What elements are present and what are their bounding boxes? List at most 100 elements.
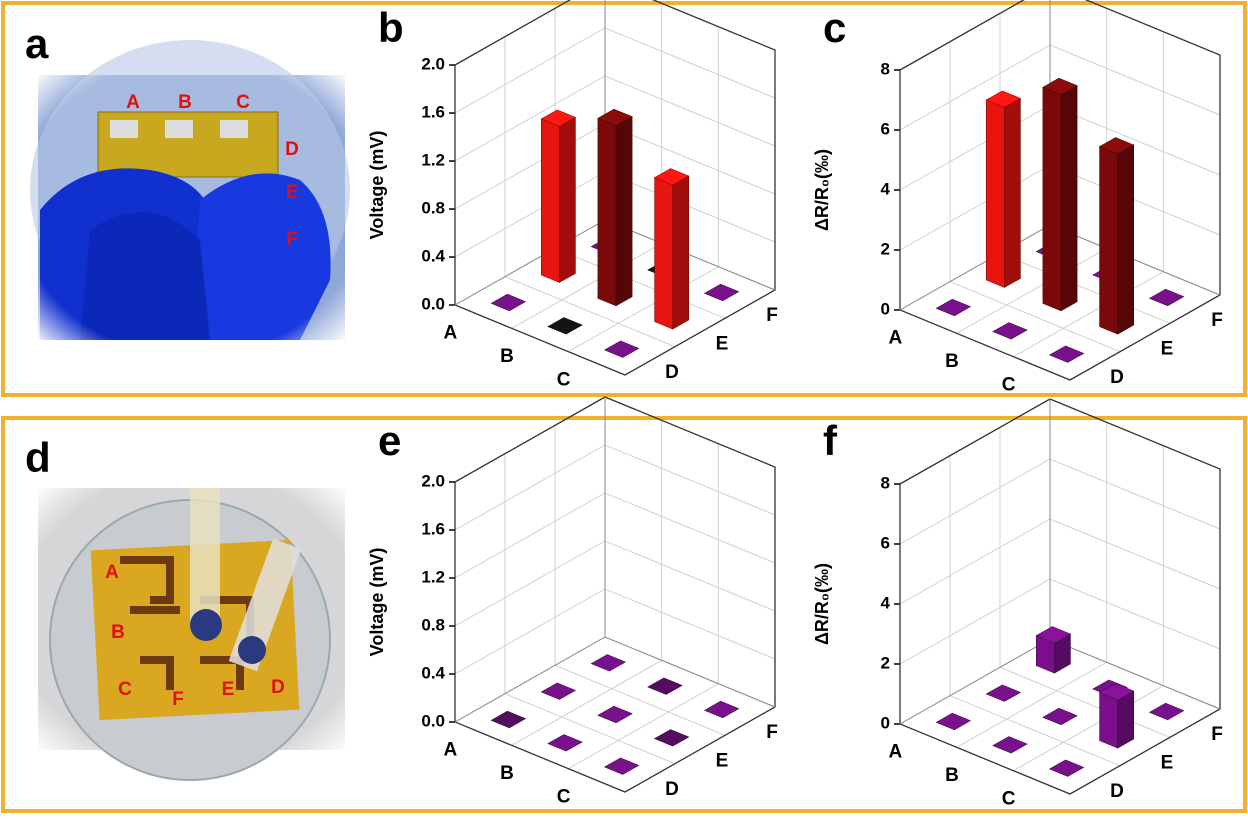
- x-tick-label: C: [1002, 374, 1016, 395]
- x-tick-label: C: [1002, 788, 1016, 809]
- panel-label: c: [823, 4, 846, 51]
- grid-line: [455, 397, 775, 482]
- y-tick-label: 4: [881, 179, 891, 198]
- y-tick-label: 2: [881, 239, 890, 258]
- bar-face: [655, 178, 673, 330]
- y-tick-label: 0: [881, 713, 890, 732]
- z-tick-label: E: [1161, 339, 1174, 360]
- bar: [705, 701, 739, 718]
- bar: [986, 685, 1020, 702]
- bar-face: [1118, 691, 1134, 748]
- bar: [1150, 289, 1184, 306]
- bar: [548, 318, 582, 335]
- x-tick-label: C: [557, 369, 571, 390]
- chart: b0.00.40.81.21.62.0ABCDEFVoltage (mV): [367, 0, 778, 390]
- y-tick-label: 1.2: [421, 150, 445, 169]
- y-tick-label: 1.6: [421, 519, 445, 538]
- x-tick-label: B: [945, 765, 959, 786]
- bar: [936, 713, 970, 730]
- grid-line: [900, 459, 1220, 544]
- grid-line: [455, 28, 775, 113]
- bar-face: [616, 117, 632, 306]
- y-tick-label: 0.4: [421, 246, 445, 265]
- y-axis-label: Voltage (mV): [367, 548, 387, 657]
- bar-top: [598, 706, 632, 723]
- bar-top: [648, 678, 682, 695]
- bar: [993, 323, 1027, 340]
- chart: c02468ABCDEFΔR/R₀(‰): [812, 0, 1223, 395]
- y-tick-label: 4: [881, 593, 891, 612]
- bar: [655, 730, 689, 747]
- y-tick-label: 0: [881, 299, 890, 318]
- y-tick-label: 8: [881, 473, 890, 492]
- z-tick-label: D: [1110, 781, 1124, 802]
- z-tick-label: E: [716, 334, 729, 355]
- bar-top: [491, 711, 525, 728]
- grid-line: [900, 519, 1220, 604]
- bar: [1050, 760, 1084, 777]
- axis-frame: [455, 397, 775, 792]
- floor-grid: [512, 243, 662, 328]
- z-tick-label: D: [665, 779, 679, 800]
- bar-top: [548, 318, 582, 335]
- bar-face: [1100, 147, 1118, 335]
- bar: [541, 110, 575, 283]
- panel-label: a: [25, 20, 49, 67]
- floor-grid: [1013, 272, 1163, 357]
- floor-grid: [568, 684, 718, 769]
- bar-top: [1150, 703, 1184, 720]
- bar-top: [1050, 346, 1084, 363]
- z-tick-label: F: [766, 722, 778, 743]
- bar: [1100, 684, 1134, 749]
- x-tick-label: A: [888, 742, 902, 763]
- x-tick-label: B: [945, 351, 959, 372]
- photo-a: [30, 40, 350, 340]
- grid-line: [455, 493, 775, 578]
- x-tick-label: A: [443, 740, 457, 761]
- y-tick-label: 0.0: [421, 294, 445, 313]
- photo-label: E: [222, 679, 235, 700]
- x-tick-label: B: [500, 763, 514, 784]
- photo-label: A: [105, 562, 119, 583]
- chart: e0.00.40.81.21.62.0ABCDEFVoltage (mV): [367, 397, 778, 807]
- bar-top: [705, 701, 739, 718]
- grid-line: [455, 445, 775, 530]
- figure: aABCDEFdABCFEDb0.00.40.81.21.62.0ABCDEFV…: [0, 0, 1248, 814]
- floor-grid: [568, 267, 718, 352]
- bar: [1043, 78, 1077, 311]
- y-tick-label: 2.0: [421, 54, 445, 73]
- floor-grid: [512, 660, 662, 745]
- bar-face: [541, 119, 559, 282]
- photo-label: B: [178, 92, 192, 113]
- bar: [541, 683, 575, 700]
- photo-label: D: [271, 677, 285, 698]
- y-tick-label: 1.2: [421, 567, 445, 586]
- bar-top: [605, 341, 639, 358]
- bar: [648, 678, 682, 695]
- y-tick-label: 6: [881, 533, 890, 552]
- y-tick-label: 2: [881, 653, 890, 672]
- bar-face: [986, 100, 1004, 287]
- bar-top: [1150, 289, 1184, 306]
- bar: [986, 91, 1020, 288]
- bar-top: [491, 294, 525, 311]
- bar: [491, 711, 525, 728]
- bar: [655, 169, 689, 330]
- photo-label: C: [118, 679, 132, 700]
- x-tick-label: B: [500, 346, 514, 367]
- bar-top: [705, 284, 739, 301]
- y-tick-label: 0.8: [421, 198, 445, 217]
- z-tick-label: D: [665, 362, 679, 383]
- photo-label: C: [236, 92, 250, 113]
- bar-face: [673, 176, 689, 329]
- y-tick-label: 0.8: [421, 615, 445, 634]
- z-tick-label: F: [1211, 310, 1223, 331]
- bar: [548, 735, 582, 752]
- x-tick-label: A: [888, 328, 902, 349]
- floor-grid: [957, 662, 1107, 747]
- photo-label: F: [172, 689, 184, 710]
- panel-label: d: [25, 434, 51, 481]
- z-tick-label: F: [766, 305, 778, 326]
- y-axis-label: ΔR/R₀(‰): [812, 563, 832, 645]
- photo-label: F: [286, 229, 298, 250]
